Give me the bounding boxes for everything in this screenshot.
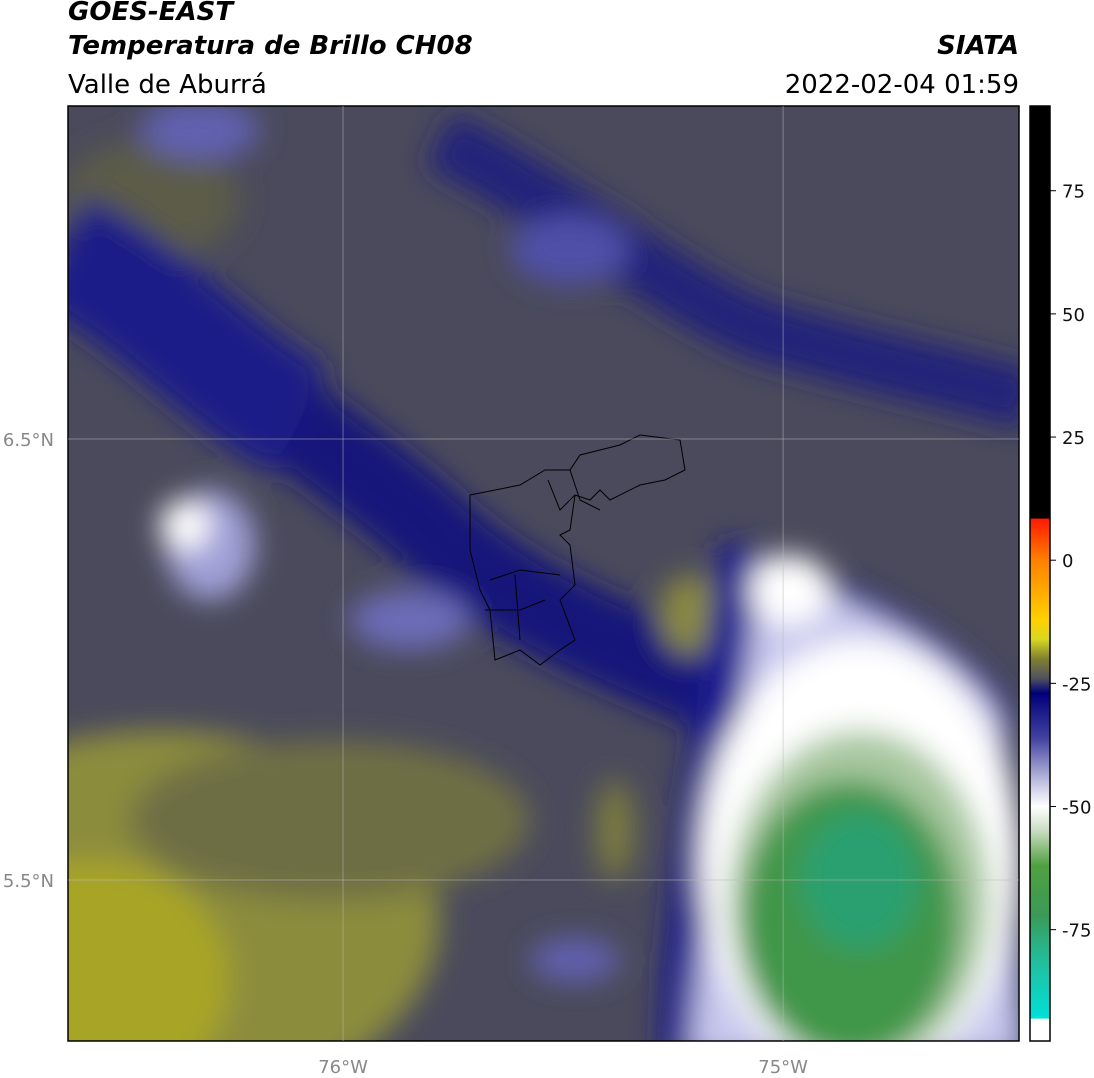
region: Valle de Aburrá [68,70,267,100]
source: SIATA [937,31,1019,61]
colorbar [1029,105,1051,1042]
colorbar-tick-label: 50 [1062,305,1085,326]
y-tick-label: 6.5°N [3,430,54,451]
colorbar-tick-label: -75 [1062,921,1091,942]
colorbar-tick-label: 75 [1062,182,1085,203]
municipal-borders [469,434,686,666]
colorbar-tick-label: -25 [1062,674,1091,695]
subtitle: Temperatura de Brillo CH08 [68,31,473,61]
title: GOES-EAST [68,0,235,27]
x-tick-label: 75°W [758,1057,808,1078]
colorbar-tick-label: 0 [1062,551,1073,572]
satellite-image [68,106,1019,1041]
colorbar-tick-label: -50 [1062,798,1091,819]
colorbar-tick-label: 25 [1062,428,1085,449]
y-tick-label: 5.5°N [3,871,54,892]
map-frame [67,105,1020,1042]
datetime: 2022-02-04 01:59 [785,70,1019,100]
x-tick-label: 76°W [318,1057,368,1078]
